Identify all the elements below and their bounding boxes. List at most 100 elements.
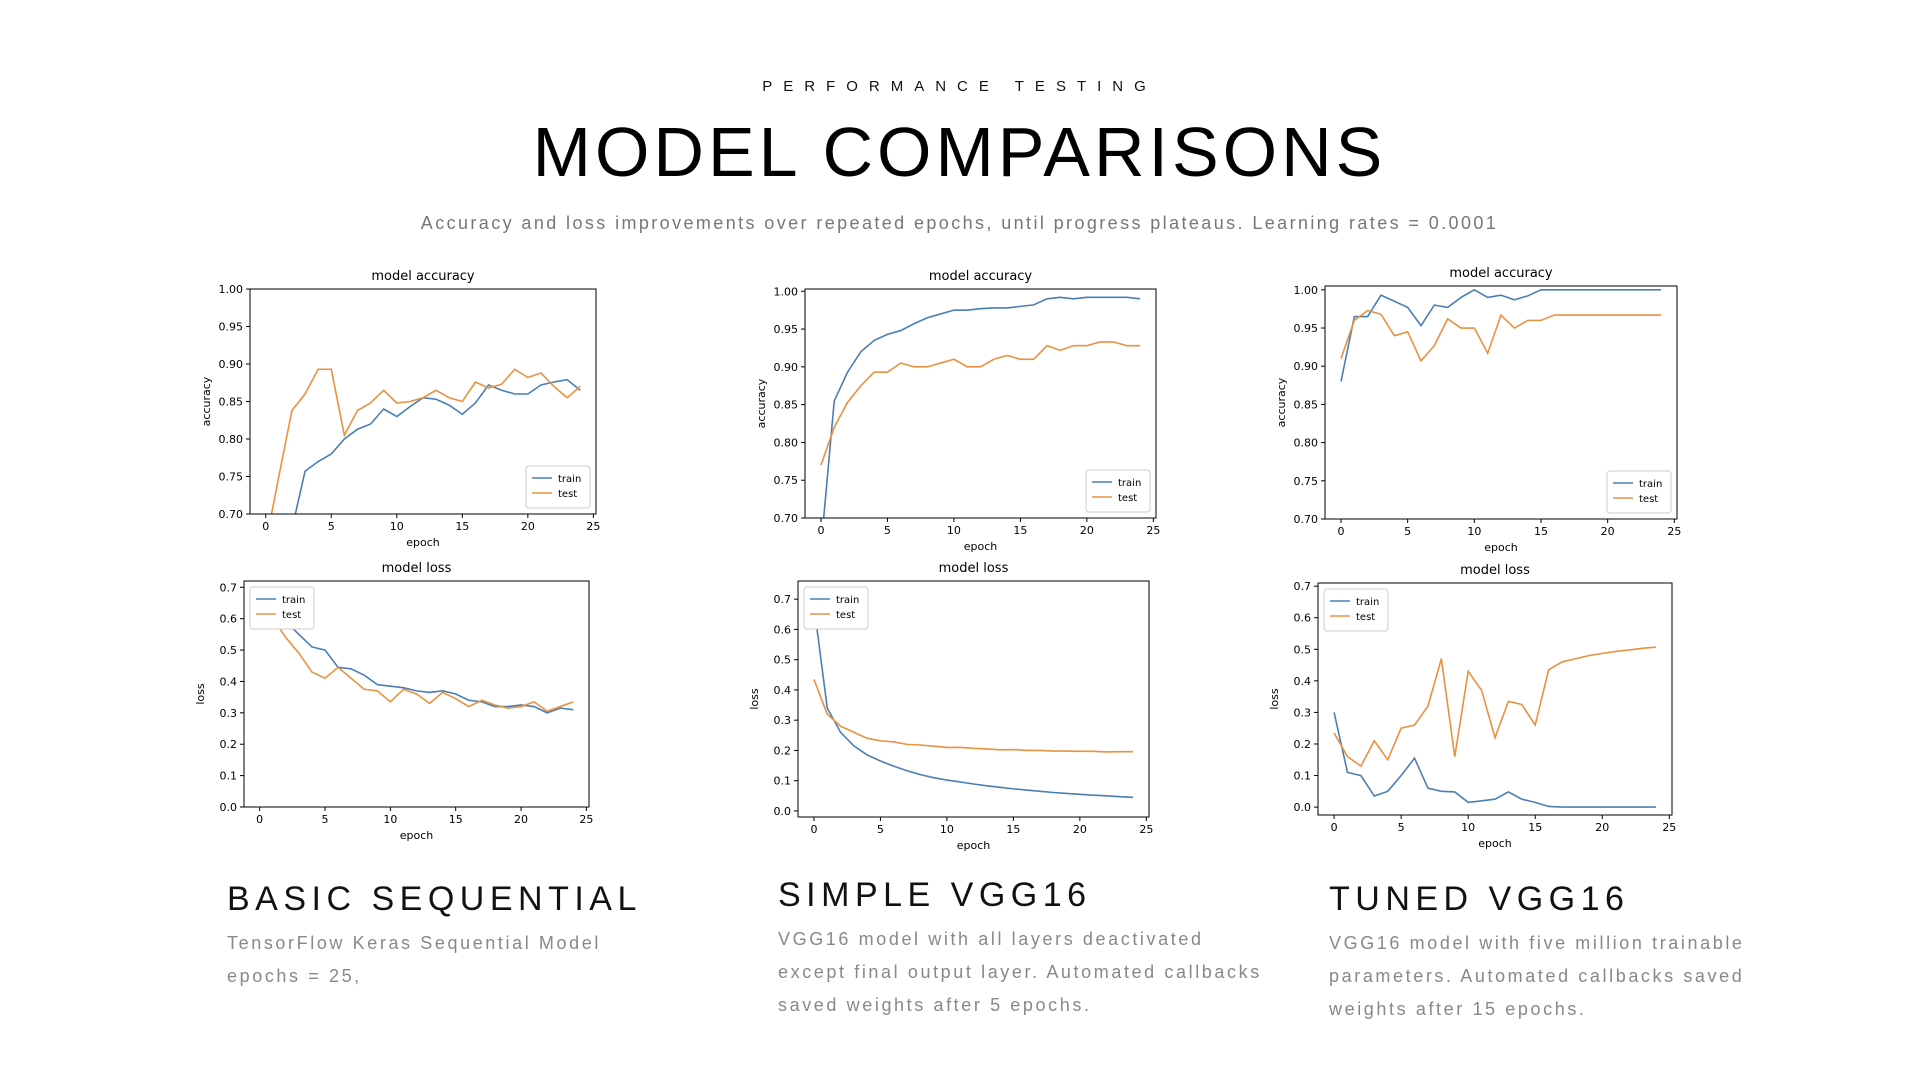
axes-frame <box>243 580 590 808</box>
x-tick-label: 15 <box>1528 821 1542 834</box>
axes-frame <box>804 288 1157 519</box>
axes-frame <box>249 288 597 515</box>
y-tick-label: 0.80 <box>774 436 799 449</box>
series-line <box>822 296 1141 518</box>
legend-label: test <box>1356 612 1375 623</box>
y-tick-label: 0.7 <box>220 581 238 594</box>
y-tick-label: 0.5 <box>220 644 238 657</box>
legend-box <box>1606 470 1672 514</box>
y-tick-label: 0.80 <box>219 433 244 446</box>
y-axis-label: accuracy <box>755 378 768 428</box>
axes-frame <box>797 580 1150 818</box>
y-tick-label: 0.3 <box>220 707 238 720</box>
legend: train test <box>1606 470 1672 514</box>
x-tick-label: 15 <box>1534 525 1548 538</box>
text-line: VGG16 model with five million trainable <box>1329 933 1745 953</box>
x-tick-label: 0 <box>817 524 824 537</box>
chart-title: model accuracy <box>371 269 475 284</box>
legend: train test <box>1323 588 1389 632</box>
y-tick-label: 0.95 <box>774 323 799 336</box>
text-line: saved weights after 5 epochs. <box>778 995 1092 1015</box>
legend-box <box>249 586 315 630</box>
text-line: except final output layer. Automated cal… <box>778 962 1262 982</box>
y-tick-label: 0.6 <box>1294 612 1312 625</box>
x-tick-label: 10 <box>383 813 397 826</box>
y-tick-label: 0.70 <box>219 508 244 521</box>
y-tick-label: 0.0 <box>774 805 792 818</box>
legend: train test <box>525 465 591 509</box>
y-tick-label: 0.90 <box>774 361 799 374</box>
y-tick-label: 1.00 <box>774 285 799 298</box>
column-heading: BASIC SEQUENTIAL <box>227 880 642 918</box>
y-tick-label: 0.3 <box>1294 706 1312 719</box>
y-tick-label: 0.1 <box>774 775 792 788</box>
x-axis-label: epoch <box>1478 837 1512 850</box>
y-tick-label: 0.90 <box>1294 360 1319 373</box>
legend-box <box>525 465 591 509</box>
column-text: VGG16 model with five million trainable p… <box>1329 927 1745 1026</box>
y-tick-label: 0.7 <box>774 593 792 606</box>
legend-label: train <box>1356 597 1379 608</box>
x-tick-label: 5 <box>1404 525 1411 538</box>
y-tick-label: 0.70 <box>774 512 799 525</box>
chart: model loss epoch loss 0 5 10 15 20 25 0.0 0.1 0.2 0.… <box>748 561 1153 852</box>
legend-label: test <box>282 610 301 621</box>
x-tick-label: 10 <box>390 520 404 533</box>
x-tick-label: 15 <box>449 813 463 826</box>
chart: model accuracy epoch accuracy 0 5 10 15 20 25 0.7… <box>200 269 600 549</box>
kicker: PERFORMANCE TESTING <box>762 78 1157 95</box>
y-tick-label: 0.1 <box>1294 770 1312 783</box>
series-line <box>1340 309 1661 363</box>
y-tick-label: 0.85 <box>774 399 799 412</box>
y-tick-label: 0.2 <box>220 738 238 751</box>
chart-title: model accuracy <box>1449 266 1553 281</box>
x-tick-label: 15 <box>1006 823 1020 836</box>
x-tick-label: 5 <box>328 520 335 533</box>
legend-label: test <box>558 489 577 500</box>
x-tick-label: 20 <box>514 813 528 826</box>
series-line <box>270 368 581 514</box>
x-tick-label: 10 <box>1467 525 1481 538</box>
y-tick-label: 0.5 <box>1294 643 1312 656</box>
chart-title: model loss <box>382 561 452 576</box>
y-tick-label: 0.4 <box>774 684 792 697</box>
y-tick-label: 0.95 <box>219 321 244 334</box>
legend-box <box>803 586 869 630</box>
x-tick-label: 25 <box>1139 823 1153 836</box>
legend-label: train <box>836 595 859 606</box>
chart-title: model loss <box>1460 563 1530 578</box>
legend-label: test <box>1639 494 1658 505</box>
y-tick-label: 0.85 <box>1294 398 1319 411</box>
column-heading: SIMPLE VGG16 <box>778 876 1092 914</box>
axes-frame <box>1324 285 1678 520</box>
x-tick-label: 5 <box>884 524 891 537</box>
y-tick-label: 0.95 <box>1294 322 1319 335</box>
y-tick-label: 0.75 <box>219 471 244 484</box>
x-tick-label: 25 <box>1662 821 1676 834</box>
x-axis-label: epoch <box>400 829 434 842</box>
y-tick-label: 0.0 <box>1294 801 1312 814</box>
legend-box <box>1085 469 1151 513</box>
x-axis-label: epoch <box>957 839 991 852</box>
legend-label: test <box>836 610 855 621</box>
y-tick-label: 0.85 <box>219 396 244 409</box>
x-tick-label: 5 <box>1398 821 1405 834</box>
y-tick-label: 0.7 <box>1294 580 1312 593</box>
series-line <box>258 596 574 713</box>
x-tick-label: 25 <box>579 813 593 826</box>
series-line <box>813 605 1134 799</box>
x-tick-label: 0 <box>1338 525 1345 538</box>
x-tick-label: 20 <box>1080 524 1094 537</box>
legend-label: train <box>558 474 581 485</box>
x-tick-label: 20 <box>521 520 535 533</box>
y-tick-label: 0.75 <box>1294 475 1319 488</box>
y-tick-label: 0.2 <box>774 744 792 757</box>
x-tick-label: 5 <box>877 823 884 836</box>
y-axis-label: accuracy <box>200 376 213 426</box>
x-tick-label: 5 <box>322 813 329 826</box>
x-tick-label: 25 <box>1146 524 1160 537</box>
series-line <box>820 341 1141 466</box>
y-tick-label: 0.0 <box>220 801 238 814</box>
